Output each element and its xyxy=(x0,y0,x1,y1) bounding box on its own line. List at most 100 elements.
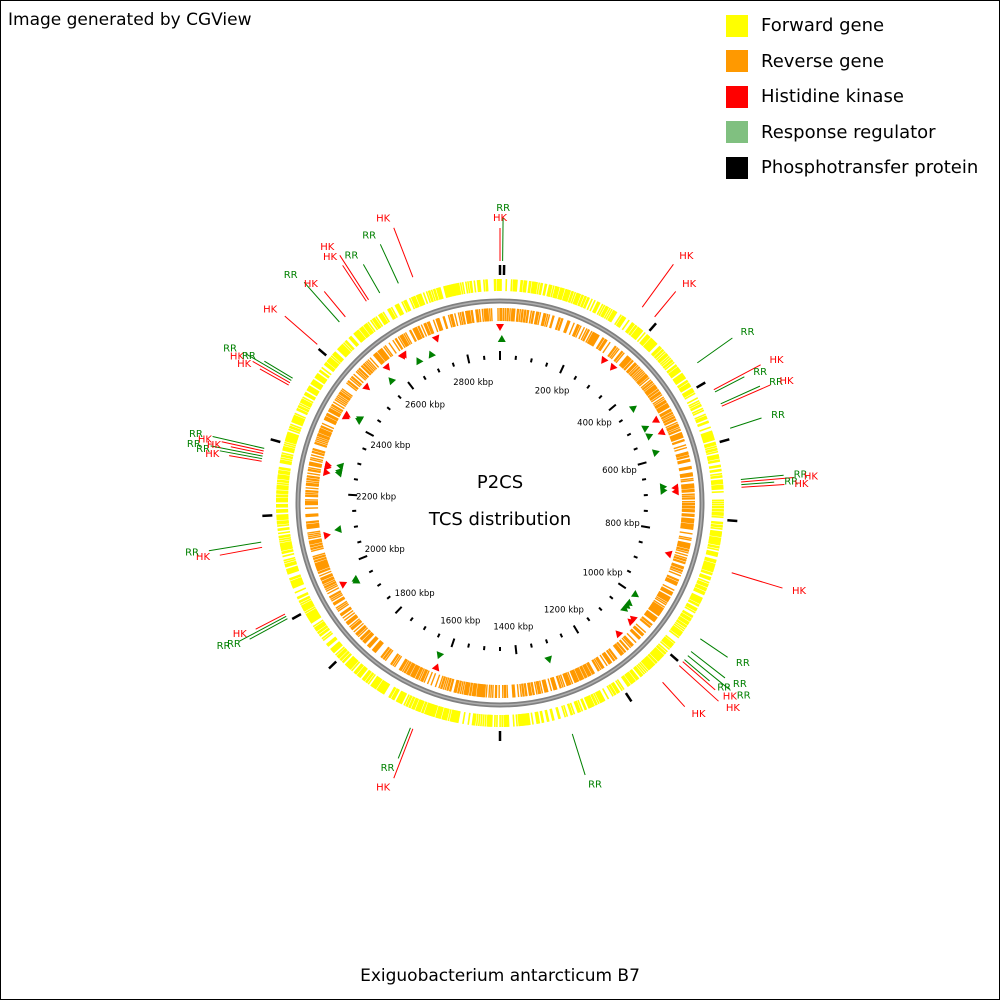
histidine-kinase-marker xyxy=(399,350,407,359)
reverse-gene-mark xyxy=(511,308,514,322)
forward-gene-mark xyxy=(289,425,302,432)
forward-gene-mark xyxy=(702,437,715,443)
major-tick xyxy=(637,461,647,466)
reverse-gene-mark xyxy=(681,485,695,488)
forward-gene-mark xyxy=(710,472,723,477)
forward-gene-mark xyxy=(310,382,322,391)
forward-gene-mark xyxy=(676,379,688,388)
forward-gene-mark xyxy=(527,280,531,293)
rr-label: RR xyxy=(217,641,231,652)
reverse-gene-mark xyxy=(305,483,319,487)
reverse-gene-mark xyxy=(409,329,417,342)
forward-gene-mark xyxy=(710,526,723,530)
forward-gene-mark xyxy=(350,335,360,346)
forward-gene-mark xyxy=(659,640,671,651)
forward-gene-mark xyxy=(598,304,606,316)
minor-tick xyxy=(573,375,578,381)
forward-gene-mark xyxy=(315,374,327,383)
forward-gene-mark xyxy=(397,303,405,315)
reverse-gene-mark xyxy=(656,402,668,411)
reverse-gene-mark xyxy=(673,555,687,561)
reverse-gene-mark xyxy=(358,368,369,379)
forward-gene-mark xyxy=(455,710,460,723)
forward-gene-mark xyxy=(435,705,441,718)
forward-gene-mark xyxy=(663,636,675,646)
legend-item-reverse-gene: Reverse gene xyxy=(726,44,978,80)
forward-gene-mark xyxy=(709,465,722,470)
reverse-gene-mark xyxy=(527,682,531,696)
forward-gene-mark xyxy=(279,460,292,465)
forward-gene-mark xyxy=(695,583,708,590)
histidine-kinase-marker xyxy=(651,415,661,423)
forward-gene-mark xyxy=(337,348,347,358)
reverse-gene-mark xyxy=(336,395,348,405)
reverse-gene-mark xyxy=(473,683,477,697)
forward-gene-mark xyxy=(701,567,714,573)
reverse-gene-mark xyxy=(571,323,579,337)
response-regulator-marker xyxy=(336,462,345,471)
forward-gene-mark xyxy=(367,321,376,333)
reverse-gene-mark xyxy=(655,401,668,410)
forward-gene-mark xyxy=(592,301,600,314)
forward-gene-mark xyxy=(313,621,325,630)
forward-gene-mark xyxy=(643,338,654,349)
reverse-gene-mark xyxy=(340,607,353,617)
response-regulator-marker xyxy=(351,574,360,582)
reverse-gene-mark xyxy=(309,458,323,463)
feature-leader-line xyxy=(219,546,263,556)
forward-gene-mark xyxy=(639,334,649,345)
reverse-gene-mark xyxy=(582,328,590,342)
reverse-gene-mark xyxy=(467,310,472,324)
forward-gene-mark xyxy=(624,322,634,333)
forward-gene-mark xyxy=(360,326,370,338)
forward-gene-mark xyxy=(711,511,724,514)
reverse-gene-mark xyxy=(677,541,691,546)
major-tick xyxy=(466,354,471,364)
reverse-gene-mark xyxy=(640,379,652,389)
hk-label: HK xyxy=(233,629,248,640)
reverse-gene-mark xyxy=(680,477,694,481)
feature-leader-line xyxy=(690,651,726,679)
reverse-gene-mark xyxy=(363,362,374,374)
reverse-gene-mark xyxy=(476,309,480,323)
reverse-gene-mark xyxy=(308,466,322,471)
reverse-gene-mark xyxy=(645,386,658,396)
reverse-gene-mark xyxy=(490,308,493,322)
reverse-gene-mark xyxy=(648,607,660,616)
major-tick xyxy=(640,525,651,529)
forward-gene-mark xyxy=(682,609,694,618)
histidine-kinase-marker xyxy=(664,550,673,559)
forward-gene-mark xyxy=(671,626,682,635)
forward-gene-mark xyxy=(348,336,358,347)
reverse-gene-mark xyxy=(671,563,684,570)
forward-gene-mark xyxy=(703,562,715,568)
forward-gene-mark xyxy=(339,345,349,356)
reverse-gene-mark xyxy=(571,669,579,683)
reverse-gene-mark xyxy=(420,324,428,337)
forward-gene-mark xyxy=(646,341,657,351)
reverse-gene-mark xyxy=(461,681,466,695)
reverse-gene-mark xyxy=(356,369,368,380)
forward-gene-mark xyxy=(641,336,651,347)
reverse-gene-mark xyxy=(534,311,539,325)
forward-gene-mark xyxy=(682,389,695,398)
reverse-gene-mark xyxy=(315,560,328,567)
forward-gene-mark xyxy=(588,694,595,707)
reverse-gene-mark xyxy=(309,539,323,544)
reverse-gene-mark xyxy=(478,683,481,697)
forward-gene-mark xyxy=(702,436,715,442)
forward-gene-mark xyxy=(648,653,658,664)
forward-gene-mark xyxy=(534,711,539,725)
forward-gene-mark xyxy=(672,373,684,382)
forward-gene-mark xyxy=(630,326,640,337)
forward-gene-mark xyxy=(370,675,379,687)
forward-gene-mark xyxy=(292,416,305,423)
forward-gene-mark xyxy=(276,517,289,521)
reverse-gene-mark xyxy=(478,683,482,698)
reverse-gene-mark xyxy=(320,426,333,433)
reverse-gene-mark xyxy=(410,664,418,678)
forward-gene-mark xyxy=(286,433,299,439)
forward-gene-mark xyxy=(705,448,718,454)
reverse-gene-mark xyxy=(637,374,648,385)
forward-gene-mark xyxy=(347,658,358,669)
